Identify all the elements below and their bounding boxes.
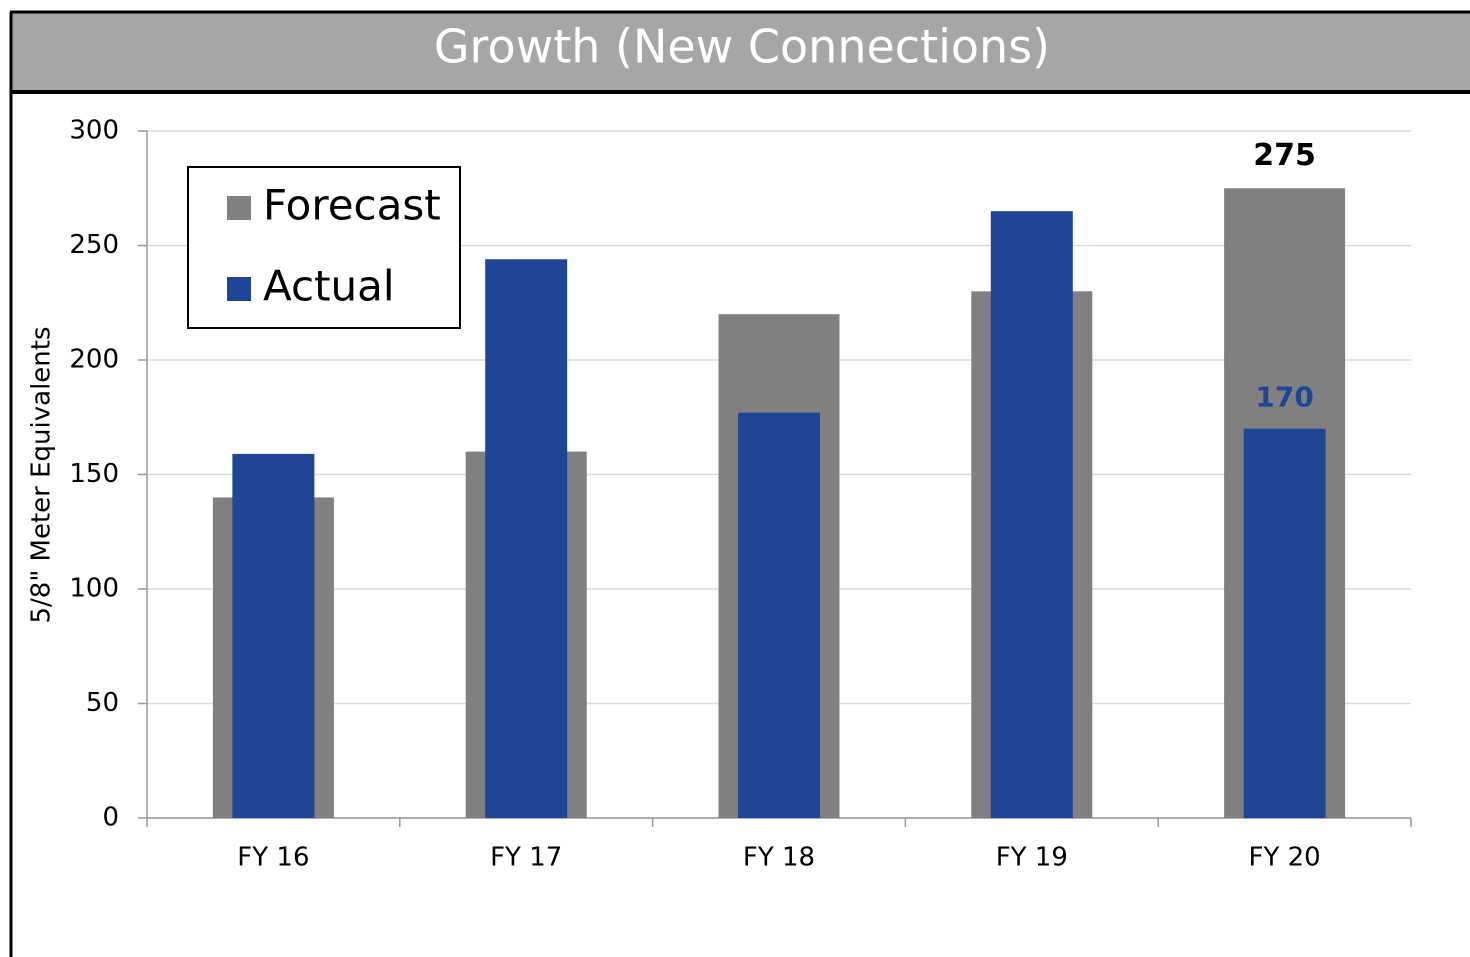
chart-title: Growth (New Connections) <box>434 20 1050 74</box>
y-axis-label: 5/8" Meter Equivalents <box>27 326 57 623</box>
legend-swatch <box>227 277 251 301</box>
bar <box>990 211 1073 818</box>
data-label: 275 <box>1253 138 1316 173</box>
x-tick-label: FY 17 <box>490 843 562 873</box>
x-tick-label: FY 18 <box>743 843 815 873</box>
y-tick-label: 100 <box>69 574 119 604</box>
y-tick-label: 200 <box>69 345 119 375</box>
data-label: 170 <box>1255 381 1313 414</box>
legend-box <box>187 166 461 329</box>
bar <box>1243 428 1326 818</box>
y-tick-label: 0 <box>102 803 119 833</box>
bar <box>232 453 315 818</box>
legend-label: Forecast <box>263 181 441 230</box>
legend-swatch <box>227 196 251 220</box>
bar <box>485 259 568 818</box>
x-tick-label: FY 20 <box>1249 843 1321 873</box>
x-tick-label: FY 16 <box>237 843 309 873</box>
bar <box>738 412 820 818</box>
legend-label: Actual <box>263 262 395 311</box>
y-tick-label: 250 <box>69 230 119 260</box>
x-tick-label: FY 19 <box>996 843 1068 873</box>
y-tick-label: 300 <box>69 116 119 146</box>
y-tick-label: 50 <box>86 688 119 718</box>
header-band <box>11 13 1470 92</box>
y-tick-label: 150 <box>69 459 119 489</box>
